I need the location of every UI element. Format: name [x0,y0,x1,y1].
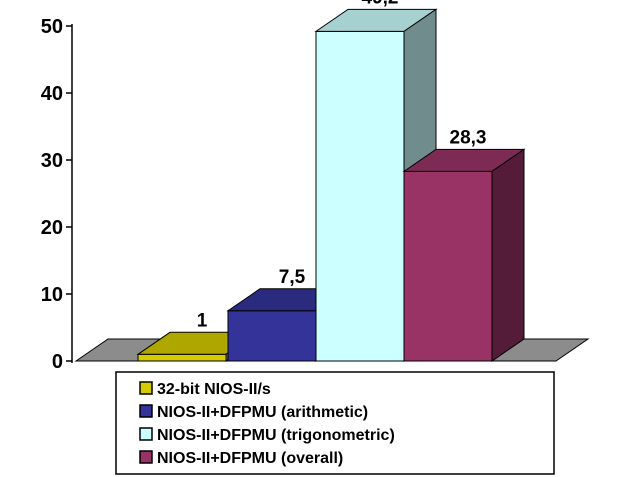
bar [314,8,438,362]
data-label: 28,3 [450,127,487,148]
bars [136,8,526,362]
y-axis: 0 10 20 30 40 50 [41,16,73,373]
data-label: 1 [197,310,208,331]
bar [402,148,526,362]
bar-front [315,30,405,362]
bar-front [137,353,227,362]
legend-entry: NIOS-II+DFPMU (arithmetic) [157,404,368,421]
data-label: 7,5 [279,267,306,288]
legend-swatch [139,381,153,395]
bar-side [491,148,525,362]
y-tick-label: 40 [41,83,63,105]
legend-swatch [139,450,153,464]
legend-entry: 32-bit NIOS-II/s [157,381,271,398]
legend-swatch [139,427,153,441]
data-labels: 1 7,5 49,2 28,3 [197,0,487,331]
data-label: 49,2 [362,0,399,8]
legend-swatch [139,404,153,418]
y-tick-label: 50 [41,16,63,38]
legend-entry: NIOS-II+DFPMU (overall) [157,450,343,467]
y-tick-label: 10 [41,284,63,306]
legend: 32-bit NIOS-II/s NIOS-II+DFPMU (arithmeti… [115,371,555,475]
bar-front [227,310,317,362]
y-tick-label: 0 [52,351,63,373]
legend-box [115,371,555,475]
y-tick-label: 20 [41,217,63,239]
legend-entry: NIOS-II+DFPMU (trigonometric) [157,427,395,444]
bar-front [403,170,493,362]
y-tick-label: 30 [41,150,63,172]
